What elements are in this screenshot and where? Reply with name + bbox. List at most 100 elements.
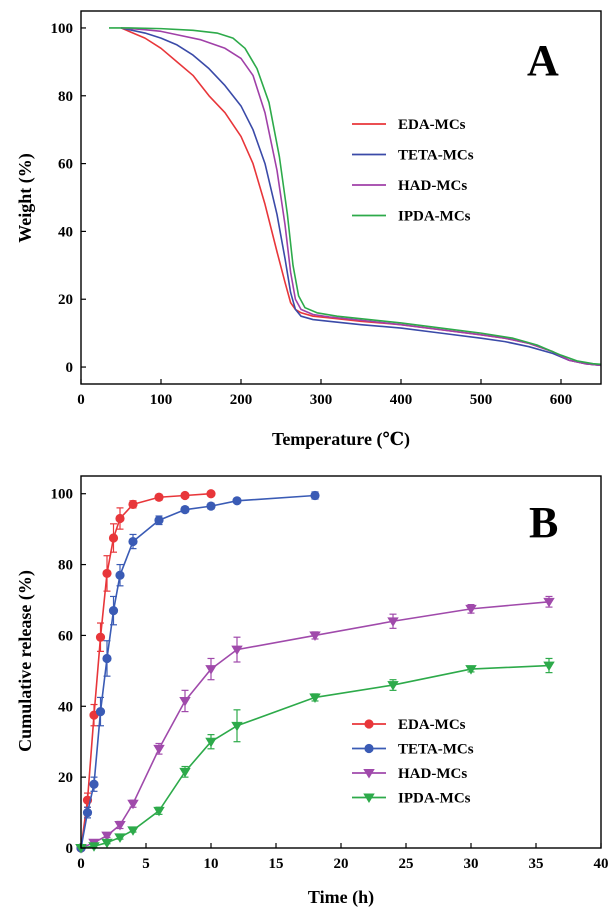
data-point [232,496,242,506]
panel-label: B [529,498,558,547]
y-tick-label: 40 [58,699,73,715]
panel-label: A [527,36,559,85]
data-point [465,604,477,615]
data-point [114,833,126,843]
series-line-teta-mcs [120,27,602,367]
legend: EDA-MCs TETA-MCs HAD-MCs IPDA-MCs [352,117,474,225]
series-ipda-mcs [75,657,555,854]
data-point [101,838,113,849]
data-point [127,826,139,836]
x-tick-label: 500 [470,392,493,408]
series-line-ipda-mcs [109,27,602,366]
x-axis-label: Temperature (℃) [272,429,410,450]
y-tick-label: 0 [66,841,74,857]
series-line-teta-mcs [80,494,316,849]
x-tick-label: 200 [230,392,253,408]
y-tick-label: 80 [58,89,73,105]
x-axis-label: Time (h) [308,887,374,908]
legend-label: IPDA-MCs [398,791,471,807]
series-line-ipda-mcs [80,664,550,849]
y-tick-label: 0 [66,360,74,376]
legend-label: HAD-MCs [398,178,467,194]
data-point [101,831,113,842]
data-point [205,737,217,748]
legend-item-ipda-mcs: IPDA-MCs [352,209,471,225]
legend-label: HAD-MCs [398,766,467,782]
series-ipda-mcs [109,27,602,366]
legend-item-had-mcs: HAD-MCs [352,178,467,194]
data-point [128,536,138,547]
data-point [88,842,100,852]
y-tick-label: 60 [58,157,73,173]
data-point [154,492,164,502]
legend-item-eda-mcs: EDA-MCs [352,717,466,733]
data-point [95,632,106,642]
x-tick-label: 0 [77,856,85,872]
legend-item-eda-mcs: EDA-MCs [352,117,466,133]
y-tick-label: 100 [51,487,74,503]
data-point [465,665,477,675]
y-tick-label: 80 [58,558,73,574]
series-had-mcs [120,27,602,367]
x-tick-label: 25 [399,856,414,872]
y-axis-label: Cumulative release (%) [15,570,36,752]
legend-item-teta-mcs: TETA-MCs [352,742,474,758]
x-tick-label: 400 [390,392,413,408]
data-point [387,681,399,691]
legend: EDA-MCs TETA-MCs HAD-MCs IPDA-MCs [352,717,474,807]
x-tick-label: 5 [142,856,150,872]
data-point [153,744,165,755]
y-tick-label: 60 [58,628,73,644]
plot-frame [80,475,602,849]
x-tick-label: 10 [204,856,219,872]
data-point [310,490,320,501]
series-eda-mcs [76,489,216,853]
data-point [114,821,126,831]
legend-label: EDA-MCs [398,717,466,733]
data-point [115,570,125,580]
x-tick-label: 15 [269,856,284,872]
data-point [387,617,399,627]
x-tick-label: 30 [464,856,479,872]
plot-frame [80,10,602,385]
series-line-had-mcs [120,27,602,367]
data-point [108,606,119,616]
y-tick-label: 20 [58,770,73,786]
legend-item-had-mcs: HAD-MCs [352,766,467,782]
y-axis-label: Weight (%) [15,153,36,243]
legend-item-teta-mcs: TETA-MCs [352,148,474,164]
legend-label: EDA-MCs [398,117,466,133]
legend-swatch-marker [364,719,374,729]
data-point [108,533,119,543]
x-tick-label: 40 [594,856,609,872]
series-teta-mcs [120,27,602,367]
x-tick-label: 100 [150,392,173,408]
data-point [309,693,321,703]
legend-label: TETA-MCs [398,148,474,164]
data-point [102,653,112,664]
data-point [154,515,164,525]
data-point [95,706,106,717]
legend-item-ipda-mcs: IPDA-MCs [352,791,471,807]
data-point [231,645,243,656]
y-tick-label: 40 [58,224,73,240]
data-point [543,597,555,608]
series-teta-mcs [76,490,320,853]
legend-swatch-marker [364,743,374,754]
data-point [206,501,216,511]
data-point [231,721,243,732]
chart-b-release-vs-time: 0 5 10 15 20 25 30 35 40 0 20 40 60 80 100 Time (h) Cumu… [15,475,609,908]
series-line-eda-mcs [80,492,212,849]
data-point [153,806,165,817]
data-point [127,799,139,810]
data-point [128,499,138,509]
data-point [180,505,190,515]
data-point [179,697,191,707]
data-point [180,490,190,501]
x-tick-label: 35 [529,856,544,872]
x-tick-label: 600 [550,392,573,408]
data-point [543,661,555,672]
y-tick-label: 20 [58,292,73,308]
data-point [206,489,216,499]
